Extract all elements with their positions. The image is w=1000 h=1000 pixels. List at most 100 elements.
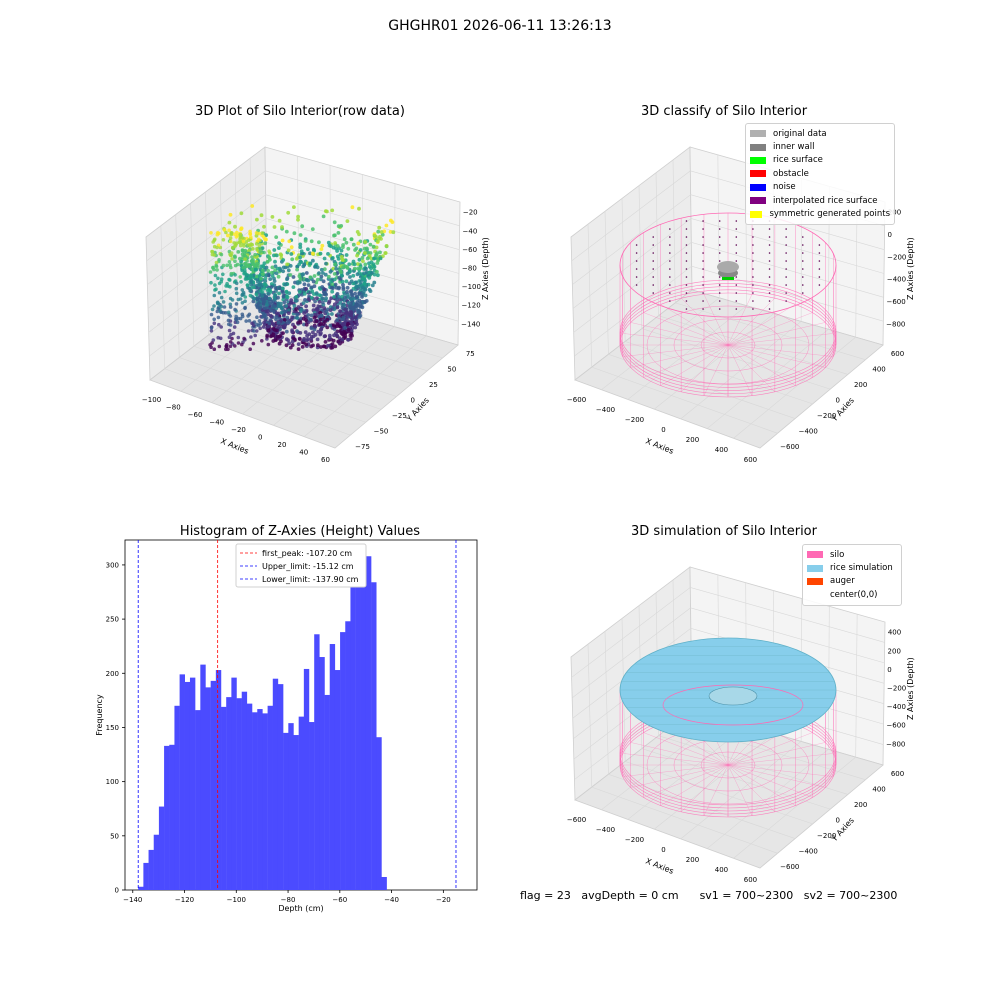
p1-point bbox=[259, 213, 264, 218]
p1-point bbox=[265, 335, 269, 339]
histogram-bar bbox=[283, 732, 289, 890]
p1-point bbox=[333, 241, 337, 245]
p1-point bbox=[262, 299, 267, 304]
footer-flag: flag = 23 bbox=[520, 889, 571, 902]
p1-point bbox=[332, 220, 337, 225]
p1-point bbox=[256, 279, 260, 284]
p2-x-tick: 0 bbox=[661, 426, 665, 434]
p1-point bbox=[311, 330, 315, 335]
p1-point bbox=[363, 299, 367, 304]
p1-point bbox=[253, 333, 257, 338]
p1-point bbox=[303, 239, 308, 243]
p4-x-tick: 200 bbox=[686, 856, 699, 864]
p1-point bbox=[367, 276, 372, 280]
p2-surface-point bbox=[669, 292, 671, 294]
p4-x-tick: −400 bbox=[596, 826, 615, 834]
p1-point bbox=[353, 315, 358, 320]
p1-point bbox=[317, 300, 322, 304]
p1-point bbox=[246, 314, 250, 318]
p1-point bbox=[355, 272, 360, 277]
p1-point bbox=[258, 326, 262, 331]
p1-point bbox=[257, 231, 261, 236]
p1-point bbox=[214, 287, 218, 291]
p1-point bbox=[355, 230, 360, 234]
p1-point bbox=[295, 267, 299, 272]
p1-point bbox=[212, 304, 216, 308]
p1-point bbox=[276, 301, 281, 306]
p2-surface-point bbox=[818, 252, 821, 254]
p2-surface-point bbox=[801, 236, 804, 238]
p1-point bbox=[362, 271, 367, 276]
p1-point bbox=[355, 262, 360, 266]
p1-point bbox=[224, 230, 228, 235]
p2-surface-point bbox=[702, 284, 704, 286]
p1-point bbox=[281, 331, 285, 335]
p1-point bbox=[256, 237, 261, 242]
p4-x-tick: 600 bbox=[744, 876, 757, 884]
panel3-histogram: −140 −120 −100 −80 −60 −40 −20 0 50 100 150 200 250… bbox=[95, 539, 478, 913]
p1-point bbox=[284, 337, 289, 342]
p1-point bbox=[306, 283, 311, 287]
p1-point bbox=[370, 271, 374, 275]
p3-y-ticks: 0 50 100 150 200 250 300 bbox=[106, 561, 125, 895]
p1-point bbox=[321, 279, 326, 284]
p1-point bbox=[356, 241, 361, 246]
p1-point bbox=[221, 272, 225, 277]
p1-point bbox=[313, 332, 318, 337]
p1-point bbox=[262, 306, 267, 311]
p1-point bbox=[228, 314, 232, 318]
p1-point bbox=[296, 347, 301, 351]
p1-point bbox=[336, 224, 341, 229]
histogram-bar bbox=[143, 862, 149, 890]
p1-point bbox=[289, 301, 293, 305]
p2-surface-point bbox=[718, 284, 721, 286]
footer-sv1: sv1 = 700~2300 bbox=[699, 889, 794, 902]
p1-point bbox=[358, 313, 363, 318]
p2-surface-point bbox=[685, 276, 688, 278]
p1-point bbox=[212, 347, 217, 351]
histogram-bar bbox=[226, 697, 232, 890]
p2-y-tick: 200 bbox=[854, 381, 867, 389]
p1-point bbox=[383, 251, 388, 255]
p1-point bbox=[322, 256, 327, 261]
p1-point bbox=[262, 320, 266, 325]
histogram-bar bbox=[355, 571, 361, 890]
p1-point bbox=[211, 265, 215, 270]
p1-point bbox=[240, 342, 244, 347]
p2-z-tick: −600 bbox=[886, 298, 905, 306]
p2-x-tick: 600 bbox=[744, 456, 757, 464]
p1-point bbox=[344, 317, 349, 321]
p2-surface-point bbox=[669, 252, 671, 254]
p2-surface-point bbox=[718, 220, 721, 222]
p1-point bbox=[360, 295, 364, 299]
p1-point bbox=[346, 321, 350, 326]
p2-surface-point bbox=[735, 220, 738, 222]
p1-point bbox=[284, 229, 289, 234]
p1-y-tick: −25 bbox=[392, 412, 407, 420]
p1-point bbox=[286, 268, 291, 273]
p1-point bbox=[284, 290, 289, 295]
panel4-title: 3D simulation of Silo Interior bbox=[631, 524, 817, 539]
p1-point bbox=[348, 313, 352, 318]
p1-point bbox=[320, 300, 325, 305]
p2-surface-point bbox=[735, 292, 738, 294]
p1-point bbox=[219, 279, 223, 284]
p1-point-cloud bbox=[208, 204, 396, 352]
legend-swatch bbox=[750, 197, 766, 205]
p2-surface-point bbox=[801, 268, 804, 270]
p1-point bbox=[232, 254, 237, 258]
p2-surface-point bbox=[735, 276, 738, 278]
p1-point bbox=[349, 301, 353, 306]
p1-point bbox=[250, 255, 254, 259]
p2-surface-point bbox=[652, 292, 655, 294]
p1-point bbox=[216, 276, 220, 281]
p1-point bbox=[346, 327, 351, 332]
p2-y-tick: −600 bbox=[780, 443, 799, 451]
p1-point bbox=[323, 272, 328, 277]
p1-point bbox=[325, 209, 329, 214]
p2-surface-point bbox=[768, 228, 771, 230]
p3-y-label: Frequency bbox=[95, 694, 104, 736]
p1-x-tick: −80 bbox=[166, 403, 181, 411]
p1-point bbox=[242, 262, 247, 266]
p4-x-tick: −200 bbox=[625, 836, 644, 844]
